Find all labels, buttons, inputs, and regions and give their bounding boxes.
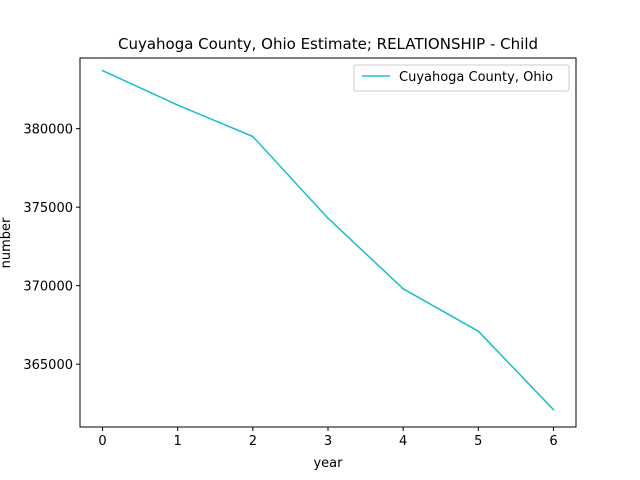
data-point	[477, 330, 480, 333]
data-point	[101, 69, 104, 72]
y-tick-label: 380000	[23, 123, 73, 138]
data-point	[402, 288, 404, 290]
x-tick-label: 6	[549, 434, 557, 449]
x-tick-label: 2	[249, 434, 257, 449]
x-axis-label: year	[313, 456, 343, 471]
data-point	[327, 217, 329, 219]
x-tick-label: 3	[324, 434, 332, 449]
legend-label: Cuyahoga County, Ohio	[399, 70, 553, 85]
chart-title: Cuyahoga County, Ohio Estimate; RELATION…	[118, 35, 538, 53]
x-axis: 0 1 2 3 4 5 6	[98, 427, 558, 449]
data-point	[552, 408, 555, 411]
data-point	[176, 104, 179, 106]
x-tick-label: 4	[399, 434, 407, 449]
x-tick-label: 0	[98, 434, 106, 449]
data-point	[252, 135, 254, 138]
y-tick-label: 370000	[23, 280, 73, 295]
x-tick-label: 5	[474, 434, 482, 449]
plot-area	[80, 58, 576, 427]
y-tick-label: 375000	[23, 201, 73, 216]
legend-box	[353, 64, 570, 92]
y-tick-label: 365000	[23, 358, 73, 373]
x-tick-label: 1	[174, 434, 182, 449]
plot-frame	[79, 57, 577, 428]
y-axis: 365000 370000 375000 380000	[23, 123, 80, 373]
series-layer	[101, 69, 555, 411]
legend: Cuyahoga County, Ohio	[353, 64, 570, 92]
y-axis-label: number	[0, 217, 14, 268]
